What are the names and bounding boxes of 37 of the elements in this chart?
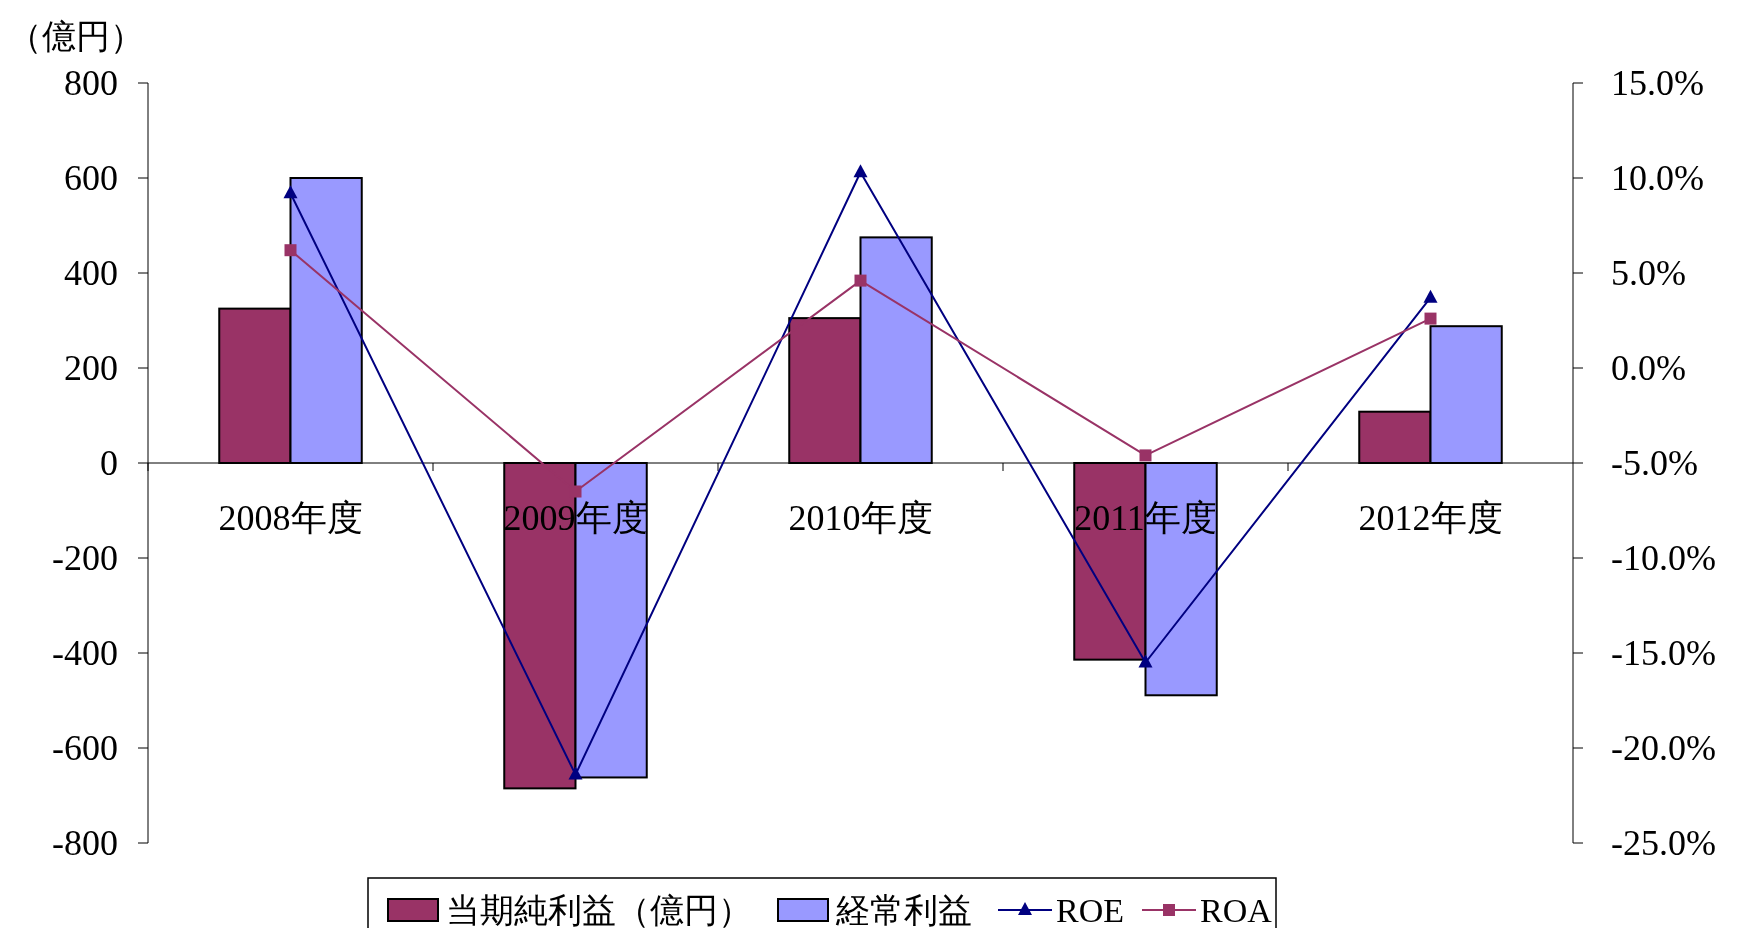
legend-label: 経常利益 bbox=[835, 892, 972, 928]
point bbox=[1138, 654, 1153, 668]
y-tick-label: 400 bbox=[64, 253, 118, 293]
y-tick-label: 0 bbox=[100, 443, 118, 483]
point bbox=[284, 244, 297, 257]
y2-tick-label: -15.0% bbox=[1611, 633, 1716, 673]
y-tick-label: -200 bbox=[52, 538, 118, 578]
y2-tick-label: 10.0% bbox=[1611, 158, 1704, 198]
x-tick-label: 2012年度 bbox=[1358, 498, 1503, 538]
legend-label: ROA bbox=[1200, 892, 1273, 928]
point bbox=[1424, 312, 1437, 325]
y2-tick-label: -10.0% bbox=[1611, 538, 1716, 578]
y-tick-label: -400 bbox=[52, 633, 118, 673]
y-tick-label: -600 bbox=[52, 728, 118, 768]
point bbox=[568, 766, 583, 780]
point bbox=[854, 274, 867, 287]
point bbox=[283, 185, 298, 199]
y2-tick-label: 0.0% bbox=[1611, 348, 1686, 388]
point bbox=[1139, 449, 1152, 462]
y2-tick-label: 5.0% bbox=[1611, 253, 1686, 293]
y2-tick-label: -25.0% bbox=[1611, 823, 1716, 863]
y-tick-label: 800 bbox=[64, 63, 118, 103]
x-tick-label: 2008年度 bbox=[218, 498, 363, 538]
legend-label: ROE bbox=[1056, 892, 1124, 928]
y-tick-label: 200 bbox=[64, 348, 118, 388]
y-tick-label: -800 bbox=[52, 823, 118, 863]
x-tick-label: 2009年度 bbox=[503, 498, 648, 538]
y2-tick-label: -5.0% bbox=[1611, 443, 1698, 483]
point bbox=[853, 164, 868, 178]
y2-tick-label: -20.0% bbox=[1611, 728, 1716, 768]
x-tick-label: 2010年度 bbox=[788, 498, 933, 538]
x-tick-label: 2011年度 bbox=[1074, 498, 1217, 538]
legend-label: 当期純利益（億円） bbox=[446, 892, 752, 928]
point bbox=[1423, 289, 1438, 303]
y-tick-label: 600 bbox=[64, 158, 118, 198]
y2-tick-label: 15.0% bbox=[1611, 63, 1704, 103]
y-axis-title: （億円） bbox=[8, 18, 144, 55]
